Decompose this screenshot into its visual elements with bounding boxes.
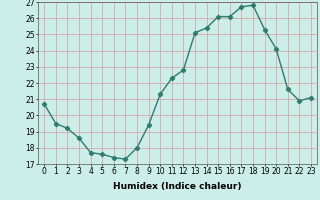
X-axis label: Humidex (Indice chaleur): Humidex (Indice chaleur)	[113, 182, 242, 191]
